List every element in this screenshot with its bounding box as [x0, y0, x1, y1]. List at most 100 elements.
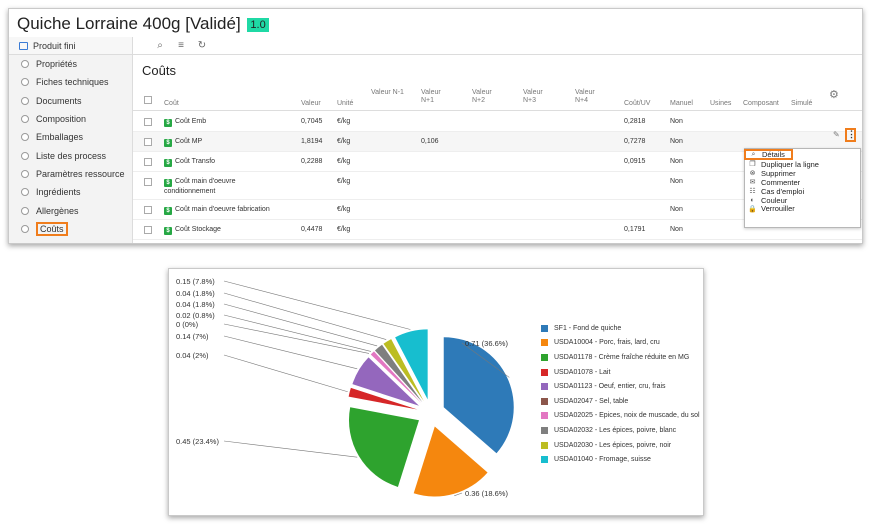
legend-item[interactable]: USDA02025 - Epices, noix de muscade, du … [541, 409, 700, 424]
sidebar-item[interactable]: Fiches techniques [9, 73, 132, 91]
radio-icon [21, 96, 29, 105]
menu-item[interactable]: ✉ Commenter [745, 178, 860, 187]
slice-value-label: 0.04 (1.8%) [176, 289, 215, 298]
column-header[interactable]: Manuel [670, 100, 693, 107]
legend-label: USDA01040 - Fromage, suisse [554, 456, 651, 464]
menu-item-label: Commenter [761, 177, 801, 187]
pie-chart: 0.71 (36.6%) 0.36 (18.6%) 0.45 (23.4%) 0.04… [176, 277, 514, 498]
sidebar-item[interactable]: Emballages [9, 128, 132, 146]
sidebar-item[interactable]: Ingrédients [9, 183, 132, 201]
column-header[interactable]: Composant [743, 100, 779, 107]
cost-per-uv-cell: 0,7278 [624, 138, 646, 145]
menu-item[interactable]: ❐ Dupliquer la ligne [745, 160, 860, 169]
sidebar-item[interactable]: Composition [9, 110, 132, 128]
sidebar: Produit fini Propriétés Fiches techniques… [9, 37, 133, 243]
row-checkbox[interactable] [144, 178, 152, 186]
manual-cell: Non [670, 158, 683, 165]
label-leader-line [223, 335, 358, 370]
legend-item[interactable]: USDA02032 - Les épices, poivre, blanc [541, 423, 700, 438]
pie-slice[interactable] [374, 344, 423, 403]
slice-value-label: 0.04 (2%) [176, 351, 209, 360]
slice-value-label: 0.04 (1.8%) [176, 300, 215, 309]
sidebar-item[interactable]: Propriétés [9, 55, 132, 73]
column-header[interactable]: Valeur [301, 100, 321, 107]
column-header[interactable]: Usines [710, 100, 732, 107]
cost-name: $ Coût main d'oeuvre fabrication [164, 205, 274, 215]
unit-cell: €/kg [337, 226, 351, 233]
row-checkbox[interactable] [144, 206, 152, 214]
row-checkbox[interactable] [144, 158, 152, 166]
legend-label: USDA01123 - Oeuf, entier, cru, frais [554, 383, 666, 391]
column-header[interactable]: Valeur N+2 [472, 89, 492, 104]
row-actions-button[interactable]: ⋮ [845, 128, 856, 142]
select-all-checkbox[interactable] [144, 96, 152, 104]
legend-item[interactable]: USDA01078 - Lait [541, 365, 700, 380]
column-header[interactable]: Unité [337, 100, 354, 107]
sidebar-item[interactable]: Allergènes [9, 201, 132, 219]
comment-icon: ✉ [749, 179, 756, 187]
pie-slice[interactable] [348, 387, 418, 410]
legend-item[interactable]: SF1 - Fond de quiche [541, 321, 700, 336]
sidebar-header[interactable]: Produit fini [9, 37, 132, 55]
table-row[interactable]: $ Coût Stockage 0,4478 €/kg 0,1791 Non [133, 220, 862, 240]
legend-swatch [541, 383, 548, 391]
column-header[interactable]: Valeur N+1 [421, 89, 441, 104]
table-row[interactable]: $ Coût MP 1,8194 €/kg 0,106 0,7278 Non [133, 132, 862, 152]
refresh-icon[interactable]: ↻ [197, 40, 207, 51]
value-cell: 0,2288 [301, 158, 323, 165]
column-header[interactable]: Valeur N+3 [523, 89, 543, 104]
sidebar-item[interactable]: Paramètres ressource [9, 165, 132, 183]
label-leader-line [223, 292, 387, 340]
menu-item[interactable]: ⊗ Supprimer [745, 169, 860, 178]
menu-item[interactable]: ⌕ Détails [744, 149, 793, 160]
lock-icon: 🔒 [748, 205, 757, 213]
legend-item[interactable]: USDA10004 - Porc, frais, lard, cru [541, 336, 700, 351]
cost-label: Coût Transfo [175, 158, 216, 165]
legend-swatch [541, 397, 548, 405]
edit-pencil-icon[interactable]: ✎ [833, 130, 840, 139]
manual-cell: Non [670, 178, 683, 185]
sidebar-item[interactable]: Liste des process [9, 146, 132, 164]
column-header[interactable]: Valeur N-1 [371, 89, 404, 96]
column-header[interactable]: Coût/UV [624, 100, 651, 107]
menu-item[interactable]: ☷ Cas d'emploi [745, 187, 860, 196]
table-row[interactable]: $ Coût main d'oeuvre conditionnement €/kg N… [133, 172, 862, 200]
search-icon[interactable]: ⌕ [157, 40, 163, 51]
legend-item[interactable]: USDA01040 - Fromage, suisse [541, 452, 700, 467]
column-header[interactable]: Valeur N+4 [575, 89, 595, 104]
label-leader-line [223, 314, 372, 352]
legend-item[interactable]: USDA01123 - Oeuf, entier, cru, frais [541, 379, 700, 394]
pie-slice[interactable] [348, 407, 419, 487]
menu-item-label: Supprimer [761, 168, 796, 178]
pie-slice[interactable] [370, 351, 422, 403]
list-icon[interactable]: ≡ [178, 40, 184, 51]
column-header[interactable]: Simulé [791, 100, 813, 107]
table-row[interactable]: $ Coût main d'oeuvre fabrication €/kg Non [133, 200, 862, 220]
table-row[interactable]: $ Coût Emb 0,7045 €/kg 0,2818 Non [133, 112, 862, 132]
pie-slice[interactable] [383, 339, 424, 402]
cost-name: $ Coût MP [164, 137, 274, 147]
sidebar-item[interactable]: Coûts [9, 220, 132, 238]
row-checkbox[interactable] [144, 118, 152, 126]
settings-gear-icon[interactable]: ⚙ [829, 89, 839, 101]
legend-label: USDA02032 - Les épices, poivre, blanc [554, 426, 677, 434]
row-checkbox[interactable] [144, 226, 152, 234]
table-row[interactable]: $ Coût Transfo 0,2288 €/kg 0,0915 Non [133, 152, 862, 172]
pie-slice[interactable] [352, 357, 419, 406]
legend-item[interactable]: USDA02030 - Les épices, poivre, noir [541, 438, 700, 453]
pie-slice[interactable] [413, 426, 488, 497]
legend-item[interactable]: USDA02047 - Sel, table [541, 394, 700, 409]
menu-item[interactable]: 🔒 Verrouiller [745, 204, 860, 213]
pie-slice[interactable] [395, 329, 428, 400]
cost-type-icon: $ [164, 179, 172, 187]
search-icon: ⌕ [751, 150, 756, 158]
pie-slice[interactable] [443, 337, 514, 454]
column-header[interactable]: Coût [164, 100, 179, 107]
slice-value-label: 0 (0%) [176, 320, 199, 329]
row-checkbox[interactable] [144, 138, 152, 146]
legend-item[interactable]: USDA01178 - Crème fraîche réduite en MG [541, 350, 700, 365]
menu-item[interactable]: ◐ Couleur [745, 196, 860, 205]
sidebar-item[interactable]: Documents [9, 92, 132, 110]
table-header: Coût Valeur Unité Valeur N-1 Valeur N+1 Valeu… [133, 85, 862, 111]
radio-icon [21, 151, 29, 160]
